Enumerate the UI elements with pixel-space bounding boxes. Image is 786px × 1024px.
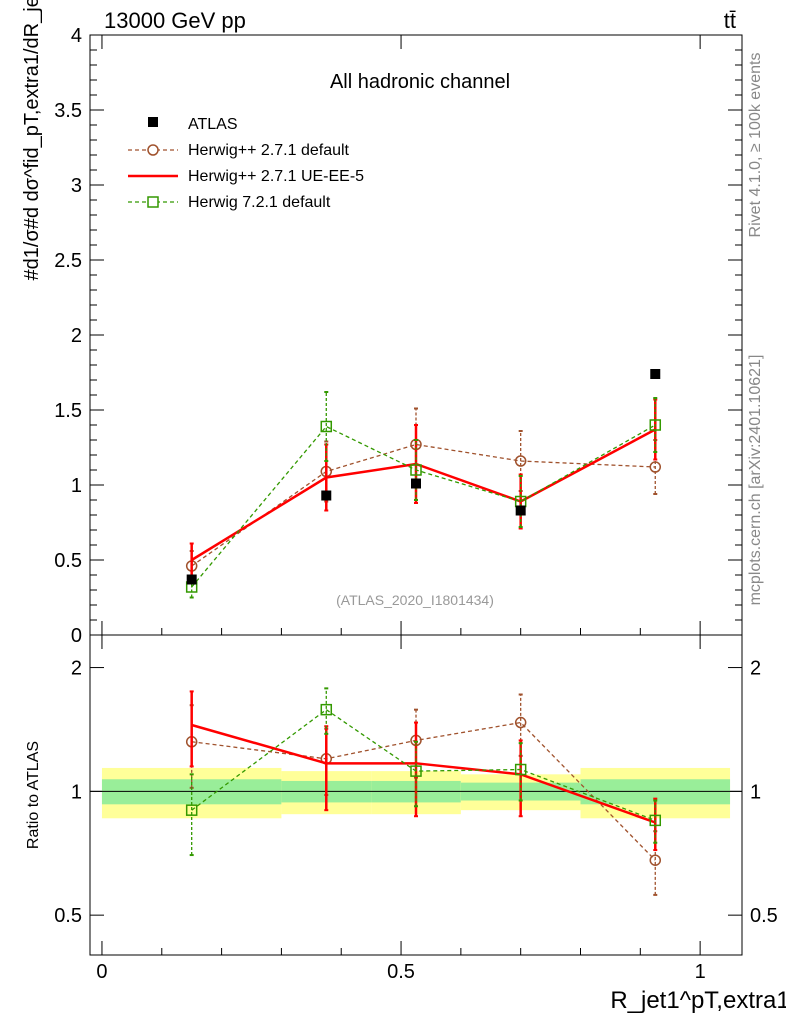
process-label: tt̄	[724, 8, 736, 33]
y-tick-label: 4	[71, 25, 82, 47]
atlas-data-point	[411, 478, 421, 489]
series3-line	[191, 424, 656, 588]
ratio-y-tick-label-right: 0.5	[750, 905, 778, 927]
y-tick-label: 0	[71, 625, 82, 647]
y-tick-label: 2.5	[54, 250, 82, 272]
y-axis-label: #d1/σ#d dσ^fid_pT,extra1/dR_jet1	[21, 0, 43, 280]
ratio-y-tick-label: 1	[71, 781, 82, 803]
rivet-label: Rivet 4.1.0, ≥ 100k events	[747, 53, 764, 238]
series3-point	[649, 419, 662, 431]
x-tick-label: 0	[96, 961, 107, 983]
legend: ATLAS Herwig++ 2.7.1 default Herwig++ 2.…	[128, 116, 364, 211]
ratio-series3-point	[320, 703, 333, 716]
series2-line	[191, 428, 656, 562]
y-tick-label: 1.5	[54, 400, 82, 422]
legend-label-herwigpp-ueee5: Herwig++ 2.7.1 UE-EE-5	[188, 168, 364, 185]
mcplots-label: mcplots.cern.ch [arXiv:2401.10621]	[747, 355, 764, 606]
ratio-series3-point	[514, 763, 527, 776]
x-tick-label: 1	[695, 961, 706, 983]
ratio-series1-point	[649, 854, 662, 866]
energy-label: 13000 GeV pp	[104, 8, 246, 33]
ratio-series1-point	[514, 716, 527, 729]
ratio-y-tick-label: 2	[71, 658, 82, 680]
series1-point	[514, 455, 527, 467]
atlas-data-point	[186, 574, 197, 585]
ratio-y-axis-label: Ratio to ATLAS	[25, 741, 42, 849]
legend-marker-herwig7-default	[147, 196, 159, 208]
x-axis-label: R_jet1^pT,extra1	[610, 987, 786, 1014]
analysis-tag: (ATLAS_2020_I1801434)	[336, 592, 494, 608]
series3-point	[410, 464, 422, 476]
series3-point	[320, 420, 333, 433]
legend-marker-herwigpp-default	[147, 144, 159, 156]
ratio-y-tick-label-right: 2	[750, 658, 761, 680]
series1-point	[649, 461, 662, 473]
atlas-data-point	[515, 505, 526, 516]
ratio-panel-frame	[89, 634, 743, 956]
x-tick-label: 0.5	[387, 961, 415, 983]
chart-title: All hadronic channel	[330, 71, 510, 93]
ratio-series3-point	[185, 804, 198, 816]
series1-line	[191, 443, 656, 567]
atlas-data-point	[650, 369, 661, 379]
legend-label-herwigpp-default: Herwig++ 2.7.1 default	[188, 142, 350, 159]
legend-label-herwig7-default: Herwig 7.2.1 default	[188, 194, 331, 211]
ratio-y-tick-label-right: 1	[750, 781, 761, 803]
ratio-y-tick-label: 0.5	[54, 905, 82, 927]
axis-ticks: 0 0.5 1 1.5 2 2.5 3 3.5 4 0 0.5 1 0.5 0.5 1 1 2 2	[54, 25, 778, 983]
y-tick-label: 0.5	[54, 550, 82, 572]
y-tick-label: 2	[71, 325, 82, 347]
y-tick-label: 3.5	[54, 100, 82, 122]
legend-label-atlas: ATLAS	[188, 116, 238, 133]
series-layer	[185, 369, 662, 896]
atlas-data-point	[321, 490, 332, 501]
legend-marker-atlas	[148, 117, 158, 127]
y-tick-label: 1	[71, 475, 82, 497]
y-tick-label: 3	[71, 175, 82, 197]
ratio-series3-point	[649, 814, 662, 827]
ratio-series3-point	[410, 765, 422, 777]
